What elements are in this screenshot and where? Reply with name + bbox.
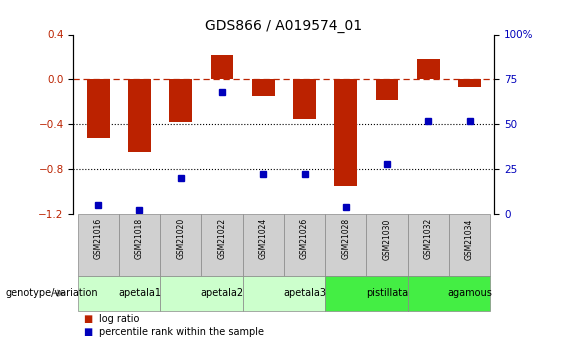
Bar [325,276,408,310]
Text: GSM21022: GSM21022 [218,218,227,259]
Text: GSM21024: GSM21024 [259,218,268,259]
Text: GSM21030: GSM21030 [383,218,392,260]
Title: GDS866 / A019574_01: GDS866 / A019574_01 [205,19,363,33]
Bar [449,214,490,276]
Bar [211,55,233,79]
Text: GSM21020: GSM21020 [176,218,185,259]
Bar [201,214,242,276]
Bar [334,79,357,186]
Bar [367,214,408,276]
Bar [408,276,490,310]
Bar [284,214,325,276]
Text: GSM21018: GSM21018 [135,218,144,259]
Bar [170,79,192,122]
Text: log ratio: log ratio [99,314,139,324]
Bar [77,214,119,276]
Bar [325,214,367,276]
Bar [376,79,398,100]
Text: GSM21034: GSM21034 [465,218,474,260]
Bar [160,214,201,276]
Bar [417,59,440,79]
Text: apetala2: apetala2 [201,288,244,298]
Bar [119,214,160,276]
Bar [242,214,284,276]
Text: genotype/variation: genotype/variation [6,288,98,298]
Text: ■: ■ [83,327,92,337]
Text: GSM21016: GSM21016 [94,218,103,259]
Text: GSM21028: GSM21028 [341,218,350,259]
Text: agamous: agamous [447,288,492,298]
Text: apetala1: apetala1 [118,288,161,298]
Text: apetala3: apetala3 [283,288,326,298]
Bar [242,276,325,310]
Bar [77,276,160,310]
Text: percentile rank within the sample: percentile rank within the sample [99,327,264,337]
Text: pistillata: pistillata [366,288,408,298]
Bar [87,79,110,138]
Bar [408,214,449,276]
Text: ■: ■ [83,314,92,324]
Text: GSM21032: GSM21032 [424,218,433,259]
Bar [458,79,481,87]
Bar [252,79,275,96]
Text: GSM21026: GSM21026 [300,218,309,259]
Bar [128,79,151,152]
Bar [160,276,242,310]
Bar [293,79,316,119]
